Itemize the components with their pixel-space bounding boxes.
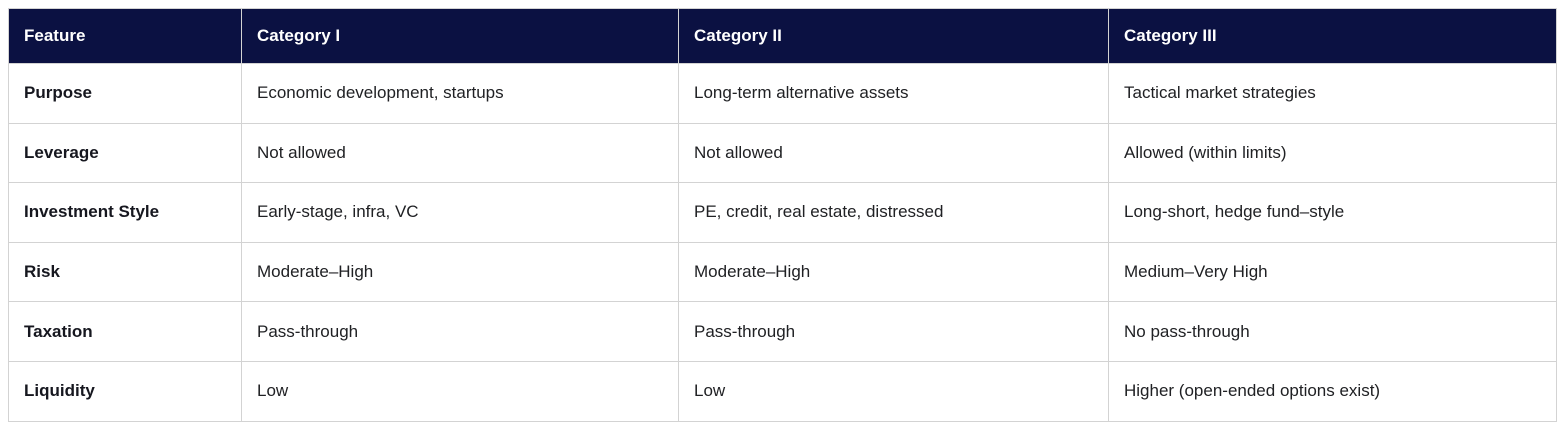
value-cell: Economic development, startups bbox=[241, 63, 679, 124]
value-cell: Early-stage, infra, VC bbox=[241, 182, 679, 243]
value-cell: Low bbox=[241, 360, 679, 422]
table-row: Investment Style Early-stage, infra, VC PE… bbox=[8, 182, 1557, 243]
feature-cell: Liquidity bbox=[8, 360, 242, 422]
value-cell: Medium–Very High bbox=[1108, 241, 1557, 303]
value-cell: Allowed (within limits) bbox=[1108, 122, 1557, 184]
table-row: Taxation Pass-through Pass-through No pass-… bbox=[8, 301, 1557, 362]
feature-cell: Investment Style bbox=[8, 182, 242, 243]
table-row: Leverage Not allowed Not allowed Allowed (w… bbox=[8, 122, 1557, 184]
comparison-table-container: Feature Category I Category II Category III… bbox=[8, 8, 1557, 422]
feature-cell: Taxation bbox=[8, 301, 242, 362]
table-row: Liquidity Low Low Higher (open-ended option… bbox=[8, 360, 1557, 422]
table-row: Risk Moderate–High Moderate–High Medium–Ver… bbox=[8, 241, 1557, 303]
value-cell: Not allowed bbox=[678, 122, 1109, 184]
value-cell: Long-short, hedge fund–style bbox=[1108, 182, 1557, 243]
value-cell: Low bbox=[678, 360, 1109, 422]
comparison-table: Feature Category I Category II Category III… bbox=[8, 8, 1557, 422]
header-row: Feature Category I Category II Category III bbox=[8, 8, 1557, 64]
table-header: Feature Category I Category II Category III bbox=[8, 8, 1557, 64]
feature-cell: Purpose bbox=[8, 63, 242, 124]
value-cell: Moderate–High bbox=[241, 241, 679, 303]
value-cell: Not allowed bbox=[241, 122, 679, 184]
table-body: Purpose Economic development, startups Lon… bbox=[8, 63, 1557, 422]
column-header-category-ii: Category II bbox=[678, 8, 1109, 64]
value-cell: No pass-through bbox=[1108, 301, 1557, 362]
feature-cell: Leverage bbox=[8, 122, 242, 184]
value-cell: Pass-through bbox=[678, 301, 1109, 362]
value-cell: PE, credit, real estate, distressed bbox=[678, 182, 1109, 243]
value-cell: Long-term alternative assets bbox=[678, 63, 1109, 124]
table-row: Purpose Economic development, startups Lon… bbox=[8, 63, 1557, 124]
value-cell: Moderate–High bbox=[678, 241, 1109, 303]
column-header-category-iii: Category III bbox=[1108, 8, 1557, 64]
column-header-feature: Feature bbox=[8, 8, 242, 64]
value-cell: Tactical market strategies bbox=[1108, 63, 1557, 124]
value-cell: Pass-through bbox=[241, 301, 679, 362]
feature-cell: Risk bbox=[8, 241, 242, 303]
column-header-category-i: Category I bbox=[241, 8, 679, 64]
value-cell: Higher (open-ended options exist) bbox=[1108, 360, 1557, 422]
